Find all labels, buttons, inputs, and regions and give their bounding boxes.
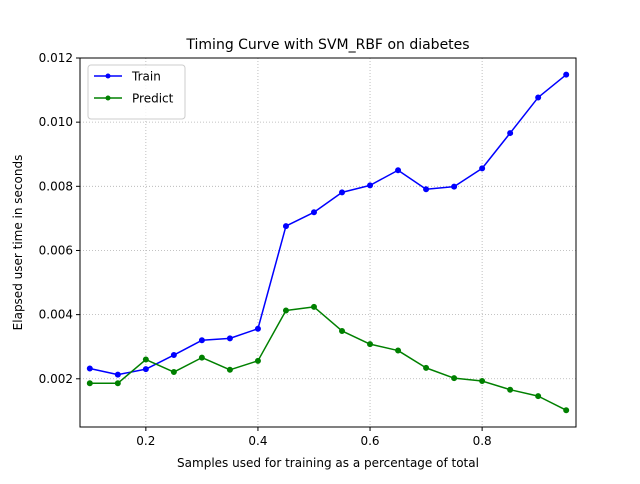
chart-title: Timing Curve with SVM_RBF on diabetes	[185, 37, 469, 53]
data-point-predict	[367, 341, 374, 348]
x-tick-label: 0.6	[360, 434, 379, 448]
data-point-train	[395, 167, 402, 174]
data-point-train	[479, 165, 486, 172]
data-point-train	[563, 71, 570, 78]
data-point-predict	[86, 380, 93, 387]
legend: Train Predict	[87, 64, 186, 120]
legend-label-train: Train	[131, 70, 161, 84]
data-point-train	[451, 183, 458, 190]
data-point-train	[367, 182, 374, 189]
data-point-predict	[170, 369, 177, 376]
legend-box	[87, 64, 186, 120]
data-point-predict	[479, 378, 486, 385]
data-point-predict	[535, 393, 542, 400]
data-point-predict	[563, 407, 570, 414]
plot-series	[86, 71, 570, 414]
data-point-predict	[226, 366, 233, 373]
x-tick-label: 0.2	[136, 434, 155, 448]
data-point-train	[114, 371, 121, 378]
y-tick-label: 0.006	[39, 243, 73, 257]
data-point-train	[310, 209, 317, 216]
data-point-train	[226, 335, 233, 342]
data-point-predict	[142, 356, 149, 363]
data-point-predict	[395, 347, 402, 354]
plot-frame	[79, 57, 577, 428]
y-tick-label: 0.004	[39, 308, 73, 322]
data-point-train	[423, 186, 430, 193]
data-point-predict	[451, 375, 458, 382]
data-point-train	[170, 352, 177, 359]
data-point-predict	[198, 354, 205, 361]
axis-ticks: 0.2 0.4 0.6 0.8 0.002 0.004 0.006 0.008 0.010 0.0…	[39, 51, 492, 448]
data-point-predict	[423, 364, 430, 371]
legend-label-predict: Predict	[132, 92, 174, 106]
x-axis-label: Samples used for training as a percentag…	[177, 456, 479, 470]
series-line-train	[89, 74, 567, 376]
data-point-predict	[339, 327, 346, 334]
x-tick-label: 0.8	[473, 434, 492, 448]
y-tick-label: 0.002	[39, 372, 73, 386]
data-point-predict	[254, 357, 261, 364]
y-tick-label: 0.008	[39, 179, 73, 193]
data-point-train	[507, 130, 514, 137]
data-point-train	[339, 189, 346, 196]
data-point-train	[282, 223, 289, 230]
y-tick-label: 0.012	[39, 51, 73, 65]
data-point-train	[254, 325, 261, 332]
series-line-predict	[89, 306, 567, 411]
y-tick-label: 0.010	[39, 115, 73, 129]
data-point-predict	[114, 380, 121, 387]
data-point-predict	[310, 303, 317, 310]
legend-swatch-marker	[105, 73, 111, 79]
x-tick-label: 0.4	[248, 434, 267, 448]
data-point-predict	[282, 307, 289, 314]
data-point-train	[198, 337, 205, 344]
legend-swatch-marker	[105, 95, 111, 101]
data-point-train	[535, 94, 542, 101]
data-point-train	[86, 365, 93, 372]
data-point-predict	[507, 386, 514, 393]
y-axis-label: Elapsed user time in seconds	[11, 155, 25, 331]
data-point-train	[142, 366, 149, 373]
